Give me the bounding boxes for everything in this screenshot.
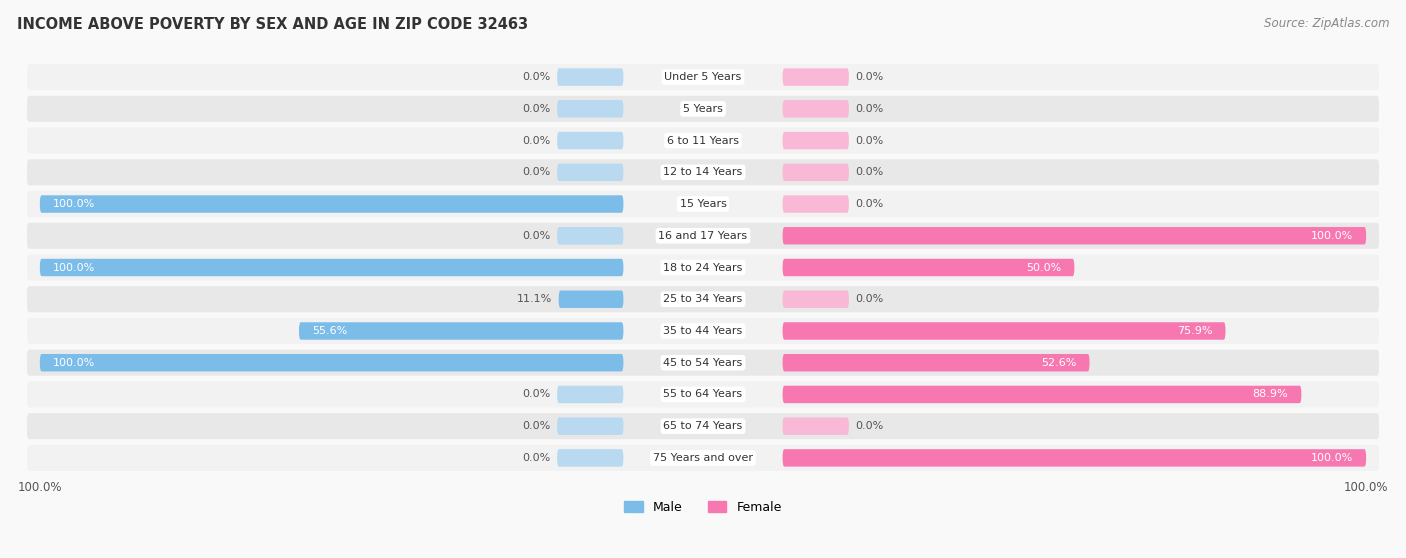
Text: 100.0%: 100.0%: [53, 262, 96, 272]
Text: 100.0%: 100.0%: [53, 199, 96, 209]
Text: 45 to 54 Years: 45 to 54 Years: [664, 358, 742, 368]
FancyBboxPatch shape: [27, 223, 1379, 249]
Text: 12 to 14 Years: 12 to 14 Years: [664, 167, 742, 177]
FancyBboxPatch shape: [27, 159, 1379, 185]
FancyBboxPatch shape: [557, 163, 623, 181]
Legend: Male, Female: Male, Female: [619, 496, 787, 519]
Text: Source: ZipAtlas.com: Source: ZipAtlas.com: [1264, 17, 1389, 30]
FancyBboxPatch shape: [27, 128, 1379, 153]
Text: 0.0%: 0.0%: [855, 167, 884, 177]
Text: INCOME ABOVE POVERTY BY SEX AND AGE IN ZIP CODE 32463: INCOME ABOVE POVERTY BY SEX AND AGE IN Z…: [17, 17, 529, 32]
Text: 0.0%: 0.0%: [522, 136, 551, 146]
Text: 0.0%: 0.0%: [855, 199, 884, 209]
Text: 0.0%: 0.0%: [522, 231, 551, 240]
Text: 0.0%: 0.0%: [855, 136, 884, 146]
Text: 52.6%: 52.6%: [1040, 358, 1076, 368]
Text: 75 Years and over: 75 Years and over: [652, 453, 754, 463]
FancyBboxPatch shape: [27, 286, 1379, 312]
Text: 0.0%: 0.0%: [855, 294, 884, 304]
FancyBboxPatch shape: [783, 195, 849, 213]
Text: 75.9%: 75.9%: [1177, 326, 1212, 336]
FancyBboxPatch shape: [557, 227, 623, 244]
FancyBboxPatch shape: [27, 382, 1379, 407]
Text: 25 to 34 Years: 25 to 34 Years: [664, 294, 742, 304]
Text: 35 to 44 Years: 35 to 44 Years: [664, 326, 742, 336]
FancyBboxPatch shape: [783, 323, 1226, 340]
FancyBboxPatch shape: [783, 386, 1302, 403]
FancyBboxPatch shape: [27, 64, 1379, 90]
FancyBboxPatch shape: [783, 291, 849, 308]
FancyBboxPatch shape: [557, 417, 623, 435]
Text: 0.0%: 0.0%: [855, 72, 884, 82]
FancyBboxPatch shape: [557, 449, 623, 466]
FancyBboxPatch shape: [783, 163, 849, 181]
FancyBboxPatch shape: [783, 132, 849, 150]
Text: 6 to 11 Years: 6 to 11 Years: [666, 136, 740, 146]
FancyBboxPatch shape: [557, 386, 623, 403]
Text: 0.0%: 0.0%: [522, 167, 551, 177]
Text: Under 5 Years: Under 5 Years: [665, 72, 741, 82]
FancyBboxPatch shape: [557, 100, 623, 118]
FancyBboxPatch shape: [27, 191, 1379, 217]
FancyBboxPatch shape: [27, 254, 1379, 281]
Text: 0.0%: 0.0%: [522, 72, 551, 82]
Text: 5 Years: 5 Years: [683, 104, 723, 114]
FancyBboxPatch shape: [783, 449, 1367, 466]
Text: 18 to 24 Years: 18 to 24 Years: [664, 262, 742, 272]
FancyBboxPatch shape: [557, 69, 623, 86]
FancyBboxPatch shape: [27, 413, 1379, 439]
Text: 0.0%: 0.0%: [855, 421, 884, 431]
FancyBboxPatch shape: [558, 291, 623, 308]
FancyBboxPatch shape: [557, 132, 623, 150]
FancyBboxPatch shape: [27, 96, 1379, 122]
Text: 65 to 74 Years: 65 to 74 Years: [664, 421, 742, 431]
Text: 100.0%: 100.0%: [1310, 231, 1353, 240]
Text: 50.0%: 50.0%: [1026, 262, 1062, 272]
Text: 0.0%: 0.0%: [522, 421, 551, 431]
Text: 55 to 64 Years: 55 to 64 Years: [664, 389, 742, 400]
Text: 100.0%: 100.0%: [1310, 453, 1353, 463]
FancyBboxPatch shape: [39, 195, 623, 213]
Text: 0.0%: 0.0%: [522, 453, 551, 463]
Text: 11.1%: 11.1%: [517, 294, 553, 304]
FancyBboxPatch shape: [783, 354, 1090, 372]
FancyBboxPatch shape: [39, 259, 623, 276]
Text: 0.0%: 0.0%: [855, 104, 884, 114]
FancyBboxPatch shape: [27, 318, 1379, 344]
Text: 0.0%: 0.0%: [522, 389, 551, 400]
Text: 16 and 17 Years: 16 and 17 Years: [658, 231, 748, 240]
FancyBboxPatch shape: [783, 417, 849, 435]
FancyBboxPatch shape: [783, 259, 1074, 276]
Text: 0.0%: 0.0%: [522, 104, 551, 114]
FancyBboxPatch shape: [783, 69, 849, 86]
FancyBboxPatch shape: [299, 323, 623, 340]
FancyBboxPatch shape: [783, 100, 849, 118]
FancyBboxPatch shape: [783, 227, 1367, 244]
FancyBboxPatch shape: [27, 445, 1379, 471]
FancyBboxPatch shape: [39, 354, 623, 372]
FancyBboxPatch shape: [27, 350, 1379, 376]
Text: 55.6%: 55.6%: [312, 326, 347, 336]
Text: 15 Years: 15 Years: [679, 199, 727, 209]
Text: 88.9%: 88.9%: [1253, 389, 1288, 400]
Text: 100.0%: 100.0%: [53, 358, 96, 368]
